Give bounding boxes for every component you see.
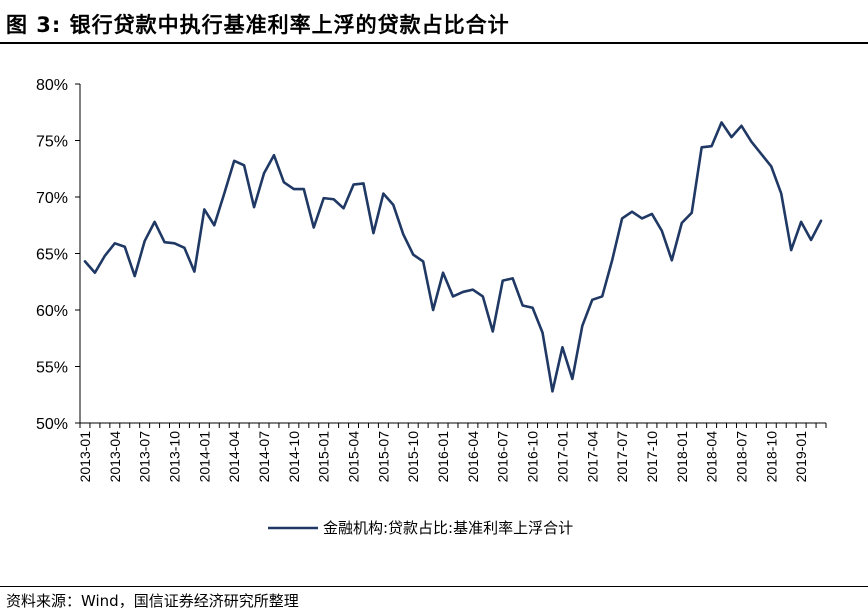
y-axis: 50% 55% 60% 65% 70% 75% 80% — [36, 77, 81, 433]
x-tick-label: 2017-07 — [614, 431, 630, 483]
x-tick-label: 2014-01 — [196, 431, 212, 483]
x-tick-label: 2013-10 — [166, 431, 182, 483]
x-tick-label: 2013-01 — [77, 431, 93, 483]
x-tick-label: 2018-10 — [763, 431, 779, 483]
x-tick-label: 2018-04 — [704, 431, 720, 483]
line-chart: 50%55%60%65%70%75%80% 2013-01 2013-04 2013… — [36, 77, 827, 537]
y-tick-label: 50% — [36, 416, 68, 433]
y-tick-label: 70% — [36, 190, 68, 207]
x-tick-label: 2013-04 — [107, 431, 123, 483]
x-tick-label: 2014-07 — [256, 431, 272, 483]
y-tick-label: 55% — [36, 360, 68, 377]
y-tick-label: 75% — [36, 134, 68, 151]
legend-label: 金融机构:贷款占比:基准利率上浮合计 — [323, 519, 573, 537]
x-tick-label: 2015-07 — [375, 431, 391, 483]
title-bar: 图 3: 银行贷款中执行基准利率上浮的贷款占比合计 — [0, 0, 868, 42]
x-tick-label: 2017-04 — [584, 431, 600, 483]
x-tick-label: 2019-01 — [793, 431, 809, 483]
series-line — [83, 121, 823, 393]
title-rule — [0, 42, 868, 44]
x-tick-label: 2017-10 — [644, 431, 660, 483]
x-tick-label: 2015-01 — [316, 431, 332, 483]
y-tick-label: 80% — [36, 77, 68, 94]
x-tick-label: 2013-07 — [137, 431, 153, 483]
legend: 金融机构:贷款占比:基准利率上浮合计 — [268, 519, 573, 537]
x-tick-label: 2016-04 — [465, 431, 481, 483]
plot-area — [83, 121, 823, 393]
x-tick-label: 2015-04 — [346, 431, 362, 483]
x-tick-label: 2017-01 — [554, 431, 570, 483]
figure-title: 图 3: 银行贷款中执行基准利率上浮的贷款占比合计 — [6, 13, 510, 37]
x-axis: 2013-01 2013-04 2013-07 2013-10 2014-01 2014-… — [77, 422, 827, 483]
source-note: 资料来源：Wind，国信证券经济研究所整理 — [6, 592, 299, 610]
x-tick-label: 2016-07 — [495, 431, 511, 483]
x-tick-label: 2018-07 — [733, 431, 749, 483]
x-tick-label: 2015-10 — [405, 431, 421, 483]
x-tick-label: 2016-01 — [435, 431, 451, 483]
y-tick-label: 65% — [36, 247, 68, 264]
x-tick-label: 2014-10 — [286, 431, 302, 483]
x-tick-label: 2018-01 — [674, 431, 690, 483]
source-rule — [0, 586, 868, 587]
x-tick-label: 2014-04 — [226, 431, 242, 483]
y-tick-label: 60% — [36, 303, 68, 320]
x-tick-label: 2016-10 — [525, 431, 541, 483]
